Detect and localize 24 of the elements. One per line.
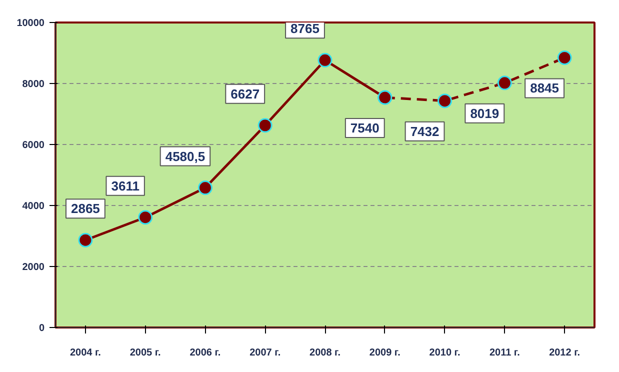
data-label: 8765 [290,21,320,36]
data-label: 4580,5 [165,148,206,164]
data-label: 8845 [530,80,560,96]
x-tick-label: 2011 г. [489,348,520,358]
x-tick-label: 2005 г. [130,348,162,358]
x-tick-label: 2007 г. [250,348,281,358]
y-tick-label: 6000 [22,140,45,151]
x-tick-label: 2010 г. [429,348,460,358]
x-tick-label: 2006 г. [190,348,221,358]
data-label: 3611 [111,178,140,194]
x-tick-label: 2012 г. [549,348,580,358]
y-tick-label: 2000 [22,262,45,273]
x-tick-label: 2008 г. [310,348,341,358]
data-label: 2865 [70,201,100,216]
x-tick-label: 2009 г. [369,348,401,358]
data-label: 6627 [230,86,260,102]
data-label: 8019 [470,106,500,121]
y-tick-label: 8000 [22,79,45,90]
data-label: 7432 [410,124,440,139]
y-tick-label: 0 [38,323,45,334]
y-tick-label: 10000 [16,18,45,29]
y-tick-label: 4000 [22,201,45,212]
data-label: 7540 [350,120,380,136]
x-tick-label: 2004 г. [70,348,102,358]
